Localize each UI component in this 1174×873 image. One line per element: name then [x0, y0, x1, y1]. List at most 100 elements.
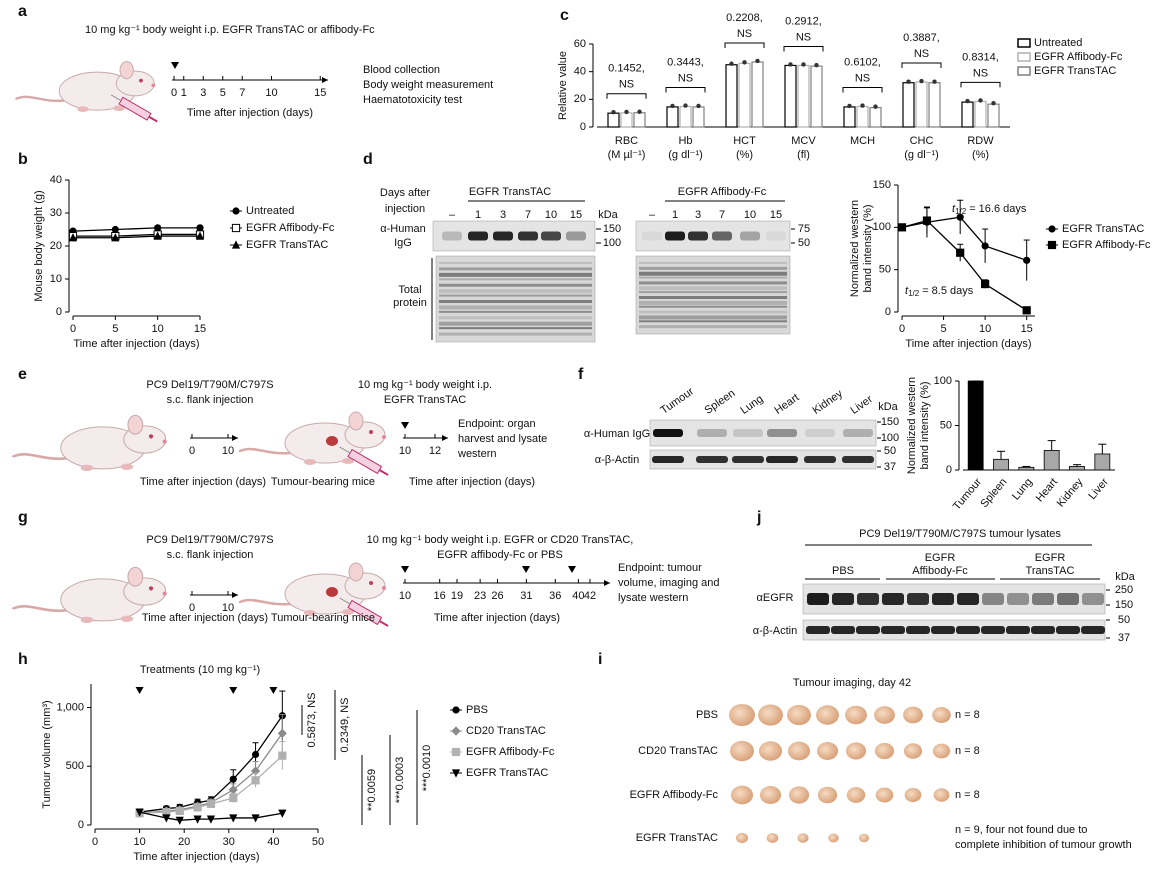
dose-text: 10 mg kg⁻¹ body weight i.p. EGFR or CD20… [367, 534, 634, 546]
band [697, 429, 727, 437]
bar-dot [611, 109, 616, 115]
lane-label: Liver [849, 393, 876, 417]
timeline-tick-label: 5 [220, 87, 226, 99]
protein-band [639, 271, 787, 276]
y-tick-label: 500 [66, 760, 84, 772]
protein-band [439, 267, 592, 271]
y-tick-label: 60 [574, 38, 586, 50]
protein-band [639, 320, 787, 323]
x-tick-label: 10 [152, 323, 164, 335]
tumour-image [874, 706, 895, 724]
symbol: t [905, 285, 909, 297]
panel-letter: e [18, 366, 27, 383]
tumour-image [766, 833, 779, 843]
arrow-head [442, 435, 448, 441]
mouse-eye [148, 434, 154, 439]
panel-letter: c [560, 7, 569, 24]
bar [679, 105, 692, 128]
sig-bracket [783, 45, 824, 52]
tumour-image [787, 741, 811, 761]
legend-label: EGFR Affibody-Fc [246, 222, 335, 234]
mouse-illustration [238, 562, 389, 627]
y-tick-label: 20 [50, 240, 62, 252]
p-value: 0.3887, [903, 32, 940, 44]
lane-label: Spleen [703, 387, 738, 416]
tumour-image [816, 742, 839, 760]
point [1047, 240, 1057, 250]
bar-dot [978, 98, 983, 103]
stat-label: **0.0059 [366, 769, 378, 811]
tumour-image [828, 833, 839, 843]
tumour-image [903, 743, 923, 759]
band [712, 231, 732, 241]
p-value: 0.6102, [844, 56, 881, 68]
timeline-tick-label: 12 [429, 445, 441, 457]
point [154, 224, 162, 232]
tumour-image [817, 786, 838, 804]
x-tick-label: Hb [678, 135, 692, 147]
panel-letter: a [18, 3, 27, 20]
x-tick-label: 30 [223, 836, 235, 848]
legend-label: PBS [466, 704, 488, 716]
band [767, 429, 797, 437]
timeline-tick-label: 26 [491, 590, 503, 602]
bar [751, 61, 764, 128]
y-axis-label: Normalized western [849, 200, 861, 297]
row-label: Total [398, 284, 421, 296]
lane-label: 15 [570, 209, 582, 221]
point [251, 776, 260, 785]
point [229, 814, 238, 823]
y-tick-label: 100 [934, 375, 952, 387]
timeline-tick-label: 31 [520, 590, 532, 602]
y-tick-label: 50 [940, 419, 952, 431]
timeline-label: Time after injection (days) [434, 612, 560, 624]
tumour-image [797, 833, 809, 843]
mouse-ear [348, 562, 364, 582]
legend-label: CD20 TransTAC [466, 725, 546, 737]
band [1032, 593, 1054, 605]
bar-dot [788, 62, 793, 67]
lane-label: Kidney [811, 387, 846, 416]
lane-label: 7 [525, 209, 531, 221]
blot-group-label: EGFR [925, 552, 956, 564]
outcome-text: Body weight measurement [363, 79, 493, 91]
band [881, 626, 905, 634]
band [518, 231, 538, 241]
band [842, 456, 874, 463]
timeline-tick-label: 3 [200, 87, 206, 99]
y-tick-label: 40 [574, 66, 586, 78]
timeline-tick-label: 10 [399, 590, 411, 602]
protein-band [639, 310, 787, 314]
timeline-tick-label: 15 [314, 87, 326, 99]
mouse-nose [162, 439, 167, 444]
blot-group-label: EGFR [1035, 552, 1066, 564]
n-label: n = 8 [955, 709, 980, 721]
bar [738, 62, 751, 128]
p-value: 0.3443, [667, 56, 704, 68]
sig-bracket [901, 62, 942, 69]
bar [620, 112, 633, 128]
bar-dot [873, 104, 878, 109]
band [1081, 626, 1105, 634]
tumour-image [858, 833, 870, 843]
point [1023, 256, 1031, 264]
protein-band [439, 294, 592, 297]
series-line [73, 233, 200, 237]
blot-header: Days after [380, 187, 430, 199]
x-tick-label: Kidney [1055, 476, 1086, 510]
timeline-tick-label: 10 [222, 445, 234, 457]
kda-marker: 75 [798, 223, 810, 235]
mouse-eye [369, 581, 373, 585]
lane-label: – [649, 209, 656, 221]
mouse-foot [80, 616, 94, 623]
x-tick-unit: (g dl⁻¹) [904, 149, 939, 161]
arrow-head [604, 580, 610, 586]
band [806, 626, 830, 634]
protein-band [639, 276, 787, 279]
kda-marker: 37 [884, 461, 896, 473]
point [229, 793, 238, 803]
protein-band [639, 296, 787, 299]
band [804, 456, 836, 463]
band [981, 626, 1005, 634]
significance: NS [914, 48, 929, 60]
